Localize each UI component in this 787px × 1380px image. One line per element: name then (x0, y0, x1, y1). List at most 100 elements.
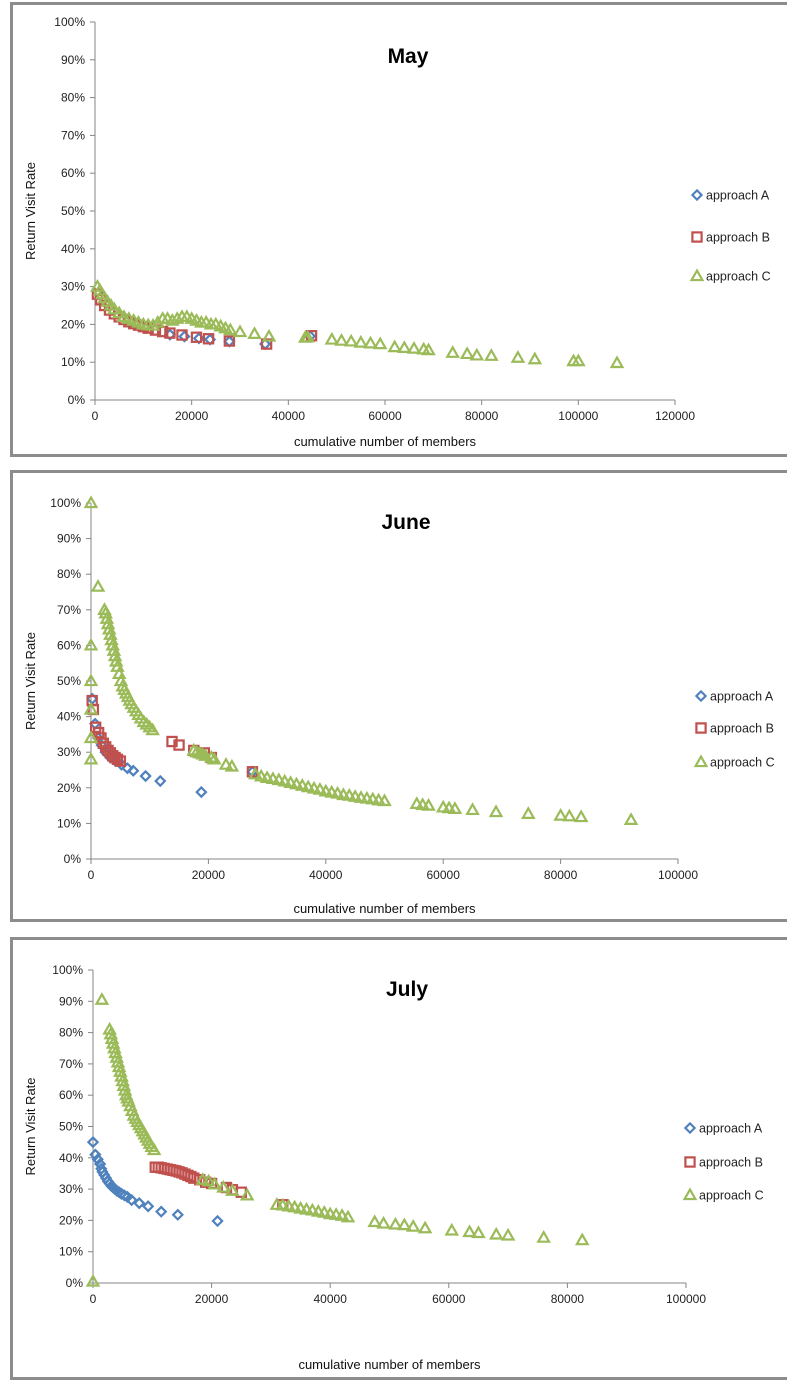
series-approach-C (83, 495, 639, 825)
data-point (239, 1187, 255, 1201)
data-point (353, 334, 369, 348)
x-tick-label: 40000 (272, 409, 306, 423)
data-point (86, 1135, 100, 1149)
data-point (334, 1208, 350, 1221)
data-point (195, 785, 208, 799)
data-point (295, 778, 310, 791)
data-point (165, 313, 180, 326)
data-point (171, 1208, 184, 1221)
legend-label: approach A (699, 1122, 763, 1136)
data-point (104, 1031, 120, 1045)
data-point (83, 751, 99, 765)
data-point (164, 327, 176, 339)
chart-title: May (388, 45, 429, 68)
x-tick-label: 20000 (195, 1292, 229, 1306)
data-point (574, 1232, 590, 1246)
x-tick-label: 0 (92, 409, 99, 423)
data-point (277, 773, 293, 787)
data-point (387, 339, 402, 353)
x-tick-label: 60000 (427, 868, 461, 882)
y-tick-label: 30% (59, 1182, 83, 1196)
data-point (462, 1224, 477, 1238)
legend-marker (694, 689, 708, 703)
y-axis-title: Return Visit Rate (23, 162, 38, 260)
data-point (188, 1172, 200, 1184)
y-axis-title: Return Visit Rate (23, 1077, 38, 1175)
legend-marker (683, 1121, 697, 1135)
data-point (83, 730, 99, 744)
data-point (154, 774, 167, 788)
data-point (112, 1064, 128, 1077)
data-point (117, 1082, 133, 1096)
data-point (367, 1214, 382, 1228)
legend-label: approach B (699, 1156, 763, 1170)
x-tick-label: 60000 (432, 1292, 466, 1306)
data-point (89, 1148, 102, 1161)
data-point (176, 329, 188, 341)
data-point (105, 1035, 121, 1049)
y-tick-label: 40% (57, 710, 81, 724)
data-point (114, 755, 127, 767)
y-tick-label: 40% (61, 242, 85, 256)
data-point (169, 311, 185, 324)
data-point (86, 692, 99, 705)
data-point (300, 779, 316, 793)
data-point (334, 333, 349, 346)
data-point (202, 333, 215, 345)
data-point (521, 806, 536, 819)
x-tick-label: 20000 (175, 409, 209, 423)
legend-label: approach C (699, 1189, 764, 1203)
data-point (300, 329, 315, 343)
x-tick-label: 80000 (465, 409, 499, 423)
legend-marker (690, 188, 704, 202)
data-point (116, 1078, 132, 1091)
y-tick-label: 50% (61, 204, 85, 218)
data-point (447, 801, 463, 814)
y-tick-label: 70% (59, 1057, 83, 1071)
data-point (127, 764, 140, 777)
y-tick-label: 60% (57, 638, 81, 652)
legend-label: approach C (706, 270, 771, 284)
data-point (459, 346, 475, 360)
data-point (198, 748, 213, 761)
data-point (312, 781, 328, 795)
y-tick-label: 80% (57, 567, 81, 581)
data-point (488, 1226, 504, 1240)
x-tick-label: 60000 (368, 409, 402, 423)
june-chart-panel: 0% 10% 20% 30% 40% 50% 60% 70% 80% 90% 100% 0 20000 4… (10, 470, 787, 922)
legend-label: approach B (706, 231, 770, 245)
data-point (145, 317, 161, 331)
y-tick-label: 0% (68, 393, 86, 407)
data-point (377, 793, 392, 807)
y-tick-label: 0% (66, 1276, 84, 1290)
data-point (125, 1193, 138, 1207)
data-point (107, 301, 122, 315)
legend-label: approach B (710, 722, 774, 736)
x-tick-label: 100000 (658, 868, 698, 882)
data-point (372, 336, 388, 350)
x-tick-label: 100000 (558, 409, 598, 423)
legend-marker (695, 722, 707, 734)
data-point (102, 1021, 117, 1035)
data-point (573, 809, 589, 823)
legend-marker (691, 231, 703, 243)
data-point (340, 1209, 356, 1223)
data-point (111, 753, 124, 766)
data-point (376, 1215, 391, 1229)
data-point (91, 1153, 104, 1166)
x-tick-label: 80000 (544, 868, 578, 882)
y-tick-label: 80% (59, 1026, 83, 1040)
data-point (201, 1173, 216, 1187)
data-point (405, 1219, 421, 1232)
july-chart-panel: 0% 10% 20% 30% 40% 50% 60% 70% 80% 90% 100% 0 20000 4… (10, 937, 787, 1380)
data-point (110, 1054, 126, 1068)
x-tick-label: 40000 (314, 1292, 348, 1306)
july-chart: 0% 10% 20% 30% 40% 50% 60% 70% 80% 90% 100% 0 20000 4… (23, 963, 764, 1372)
data-point (145, 722, 160, 736)
data-point (316, 1204, 332, 1218)
legend-label: approach C (710, 756, 775, 770)
data-point (223, 322, 238, 336)
data-point (186, 742, 202, 756)
y-tick-label: 30% (57, 745, 81, 759)
legend-marker (684, 1156, 696, 1168)
